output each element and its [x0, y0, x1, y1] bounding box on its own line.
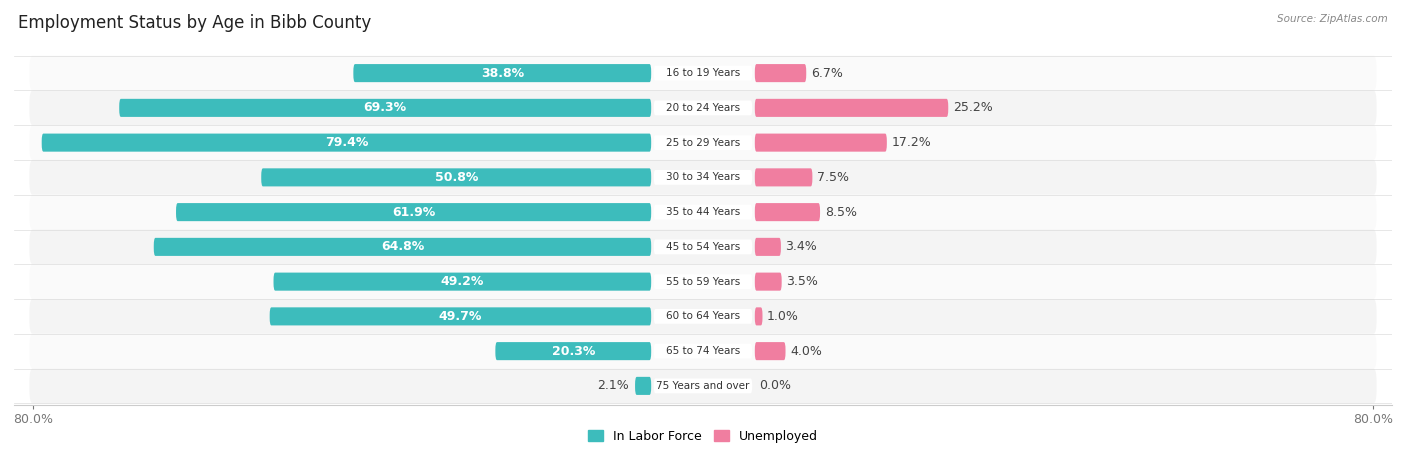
- FancyBboxPatch shape: [120, 99, 651, 117]
- Text: 3.4%: 3.4%: [786, 240, 817, 253]
- FancyBboxPatch shape: [30, 334, 1376, 369]
- FancyBboxPatch shape: [654, 239, 752, 254]
- FancyBboxPatch shape: [495, 342, 651, 360]
- FancyBboxPatch shape: [274, 273, 651, 291]
- FancyBboxPatch shape: [30, 56, 1376, 90]
- Text: 16 to 19 Years: 16 to 19 Years: [666, 68, 740, 78]
- Text: 4.0%: 4.0%: [790, 345, 823, 358]
- Text: 30 to 34 Years: 30 to 34 Years: [666, 172, 740, 182]
- Text: 3.5%: 3.5%: [786, 275, 818, 288]
- Text: 17.2%: 17.2%: [891, 136, 931, 149]
- Text: 45 to 54 Years: 45 to 54 Years: [666, 242, 740, 252]
- Text: 20 to 24 Years: 20 to 24 Years: [666, 103, 740, 113]
- FancyBboxPatch shape: [755, 134, 887, 152]
- FancyBboxPatch shape: [30, 299, 1376, 334]
- Text: 55 to 59 Years: 55 to 59 Years: [666, 277, 740, 287]
- Text: 79.4%: 79.4%: [325, 136, 368, 149]
- FancyBboxPatch shape: [636, 377, 651, 395]
- Text: 8.5%: 8.5%: [825, 206, 856, 219]
- Text: 0.0%: 0.0%: [759, 379, 792, 392]
- Text: 38.8%: 38.8%: [481, 67, 524, 80]
- Text: 49.7%: 49.7%: [439, 310, 482, 323]
- Text: 25 to 29 Years: 25 to 29 Years: [666, 138, 740, 148]
- FancyBboxPatch shape: [755, 168, 813, 186]
- FancyBboxPatch shape: [654, 378, 752, 393]
- FancyBboxPatch shape: [654, 66, 752, 81]
- FancyBboxPatch shape: [755, 64, 806, 82]
- FancyBboxPatch shape: [654, 274, 752, 289]
- FancyBboxPatch shape: [654, 309, 752, 324]
- Text: Employment Status by Age in Bibb County: Employment Status by Age in Bibb County: [18, 14, 371, 32]
- FancyBboxPatch shape: [755, 238, 780, 256]
- FancyBboxPatch shape: [353, 64, 651, 82]
- Text: 69.3%: 69.3%: [364, 101, 406, 114]
- Text: 2.1%: 2.1%: [598, 379, 628, 392]
- FancyBboxPatch shape: [262, 168, 651, 186]
- FancyBboxPatch shape: [654, 170, 752, 185]
- FancyBboxPatch shape: [30, 369, 1376, 403]
- FancyBboxPatch shape: [176, 203, 651, 221]
- FancyBboxPatch shape: [755, 203, 820, 221]
- FancyBboxPatch shape: [270, 307, 651, 325]
- FancyBboxPatch shape: [153, 238, 651, 256]
- FancyBboxPatch shape: [755, 99, 948, 117]
- FancyBboxPatch shape: [654, 344, 752, 359]
- FancyBboxPatch shape: [30, 195, 1376, 230]
- FancyBboxPatch shape: [30, 264, 1376, 299]
- Text: 35 to 44 Years: 35 to 44 Years: [666, 207, 740, 217]
- FancyBboxPatch shape: [654, 135, 752, 150]
- FancyBboxPatch shape: [654, 100, 752, 115]
- FancyBboxPatch shape: [755, 307, 762, 325]
- Text: 64.8%: 64.8%: [381, 240, 425, 253]
- FancyBboxPatch shape: [30, 125, 1376, 160]
- Text: 25.2%: 25.2%: [953, 101, 993, 114]
- Text: 61.9%: 61.9%: [392, 206, 436, 219]
- Text: 65 to 74 Years: 65 to 74 Years: [666, 346, 740, 356]
- Text: 60 to 64 Years: 60 to 64 Years: [666, 311, 740, 321]
- FancyBboxPatch shape: [654, 205, 752, 220]
- FancyBboxPatch shape: [30, 90, 1376, 125]
- Text: 20.3%: 20.3%: [551, 345, 595, 358]
- Text: 49.2%: 49.2%: [440, 275, 484, 288]
- Text: 50.8%: 50.8%: [434, 171, 478, 184]
- FancyBboxPatch shape: [755, 342, 786, 360]
- FancyBboxPatch shape: [30, 230, 1376, 264]
- FancyBboxPatch shape: [755, 273, 782, 291]
- Text: 7.5%: 7.5%: [817, 171, 849, 184]
- Legend: In Labor Force, Unemployed: In Labor Force, Unemployed: [583, 425, 823, 448]
- Text: 1.0%: 1.0%: [768, 310, 799, 323]
- FancyBboxPatch shape: [30, 160, 1376, 195]
- Text: 75 Years and over: 75 Years and over: [657, 381, 749, 391]
- Text: Source: ZipAtlas.com: Source: ZipAtlas.com: [1277, 14, 1388, 23]
- FancyBboxPatch shape: [42, 134, 651, 152]
- Text: 6.7%: 6.7%: [811, 67, 842, 80]
